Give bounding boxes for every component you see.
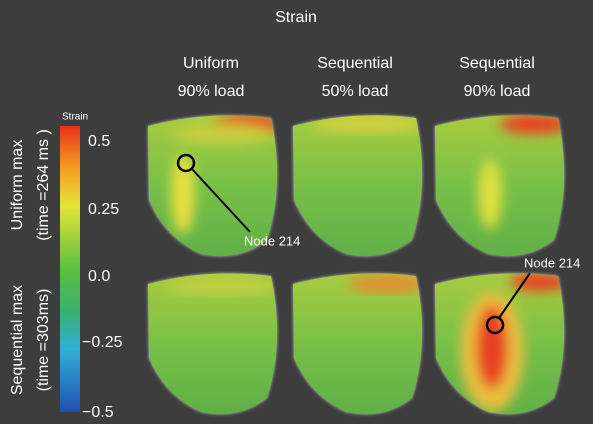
column-header: 90% load (464, 83, 531, 100)
colorbar (60, 126, 80, 412)
colorbar-tick: −0.5 (82, 404, 114, 421)
colorbar-tick: 0.0 (88, 268, 110, 285)
node-label: Node 214 (524, 255, 580, 270)
colorbar-tick: 0.25 (88, 201, 119, 218)
colorbar-tick: 0.5 (88, 133, 110, 150)
column-header: Sequential (459, 55, 535, 72)
figure-title: Strain (275, 9, 317, 26)
colorbar-label: Strain (62, 112, 88, 123)
column-header: 50% load (322, 83, 389, 100)
node-label: Node 214 (244, 233, 300, 248)
row-header: (time =303ms) (35, 289, 52, 392)
figure: Strain Uniform 90% load Sequential 50% l… (0, 0, 593, 424)
row-header: Sequential max (9, 285, 26, 395)
column-header: Sequential (317, 55, 393, 72)
row-header: (time =264 ms ) (35, 129, 52, 241)
colorbar-tick: −0.25 (82, 334, 123, 351)
strain-map (293, 114, 423, 256)
strain-map (435, 273, 570, 414)
strain-map (293, 273, 428, 414)
strain-map (148, 273, 278, 414)
column-header: 90% load (178, 83, 245, 100)
column-header: Uniform (183, 55, 239, 72)
row-header: Uniform max (9, 140, 26, 231)
strain-map (435, 114, 570, 256)
